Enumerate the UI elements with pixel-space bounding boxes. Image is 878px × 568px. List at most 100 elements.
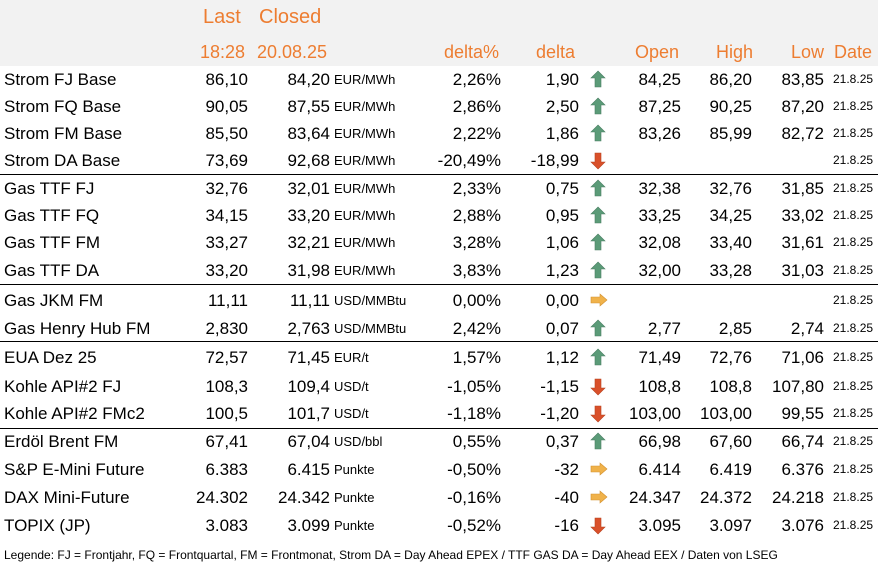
table-row: Gas TTF FM 33,27 32,21 EUR/MWh 3,28% 1,06 32,0…: [0, 229, 878, 256]
cell-unit: Punkte: [334, 462, 375, 477]
cell-unit: EUR/MWh: [334, 208, 396, 223]
row-divider: [0, 284, 878, 285]
cell-closed: 87,55: [287, 97, 330, 116]
cell-low: 87,20: [781, 97, 824, 116]
cell-high: 33,40: [709, 233, 752, 252]
cell-open: 24.347: [629, 488, 681, 507]
cell-date: 21.8.25: [833, 181, 874, 195]
row-divider: [0, 341, 878, 342]
cell-closed: 71,45: [287, 348, 330, 367]
cell-open: 84,25: [638, 70, 681, 89]
cell-closed: 32,21: [287, 233, 330, 252]
cell-unit: EUR/MWh: [334, 263, 396, 278]
cell-last: 100,5: [205, 404, 248, 423]
cell-last: 6.383: [205, 460, 248, 479]
arrow-down-icon: [590, 400, 608, 427]
cell-name: Gas TTF FM: [4, 233, 101, 252]
table-row: Gas JKM FM 11,11 11,11 USD/MMBtu 0,00% 0,00 21…: [0, 287, 878, 314]
cell-unit: Punkte: [334, 490, 375, 505]
cell-date: 21.8.25: [833, 406, 874, 420]
cell-last: 2,830: [205, 319, 248, 338]
cell-dp: 2,26%: [452, 70, 501, 89]
cell-last: 86,10: [205, 70, 248, 89]
cell-low: 99,55: [781, 404, 824, 423]
cell-open: 32,00: [638, 261, 681, 280]
cell-last: 85,50: [205, 124, 248, 143]
cell-high: 24.372: [700, 488, 752, 507]
cell-closed: 31,98: [287, 261, 330, 280]
cell-unit: EUR/MWh: [334, 235, 396, 250]
cell-d: 1,23: [545, 261, 579, 280]
cell-dp: 3,28%: [452, 233, 501, 252]
cell-high: 33,28: [709, 261, 752, 280]
arrow-right-icon: [590, 484, 608, 511]
date-header: Date: [834, 42, 873, 62]
cell-low: 24.218: [772, 488, 824, 507]
cell-unit: USD/t: [334, 406, 369, 421]
cell-dp: 3,83%: [452, 261, 501, 280]
cell-last: 24.302: [196, 488, 248, 507]
cell-name: Strom DA Base: [4, 151, 121, 170]
cell-d: 1,12: [545, 348, 579, 367]
legend-text: Legende: FJ = Frontjahr, FQ = Frontquart…: [4, 548, 778, 562]
high-header: High: [716, 42, 754, 62]
cell-unit: Punkte: [334, 518, 375, 533]
table-row: Gas TTF FQ 34,15 33,20 EUR/MWh 2,88% 0,95 33,2…: [0, 202, 878, 229]
cell-date: 21.8.25: [833, 518, 874, 532]
cell-last: 3.083: [205, 516, 248, 535]
cell-closed: 101,7: [287, 404, 330, 423]
arrow-up-icon: [590, 120, 608, 147]
cell-name: Strom FQ Base: [4, 97, 122, 116]
cell-closed: 84,20: [287, 70, 330, 89]
arrow-up-icon: [590, 344, 608, 371]
cell-date: 21.8.25: [833, 235, 874, 249]
cell-unit: USD/MMBtu: [334, 321, 407, 336]
cell-low: 107,80: [772, 377, 824, 396]
cell-low: 6.376: [781, 460, 824, 479]
cell-date: 21.8.25: [833, 293, 874, 307]
cell-unit: USD/t: [334, 379, 369, 394]
cell-dp: -0,50%: [447, 460, 501, 479]
arrow-up-icon: [590, 428, 608, 455]
cell-last: 33,27: [205, 233, 248, 252]
cell-date: 21.8.25: [833, 126, 874, 140]
cell-low: 2,74: [790, 319, 824, 338]
cell-unit: EUR/MWh: [334, 153, 396, 168]
cell-closed: 83,64: [287, 124, 330, 143]
cell-dp: 2,22%: [452, 124, 501, 143]
cell-name: DAX Mini-Future: [4, 488, 130, 507]
table-row: Kohle API#2 FMc2 100,5 101,7 USD/t -1,18% -1,…: [0, 400, 878, 427]
cell-last: 33,20: [205, 261, 248, 280]
cell-d: -16: [554, 516, 579, 535]
cell-unit: EUR/t: [334, 350, 369, 365]
cell-open: 32,08: [638, 233, 681, 252]
cell-last: 90,05: [205, 97, 248, 116]
last-label: Last: [203, 6, 241, 28]
cell-d: -1,15: [540, 377, 579, 396]
cell-open: 103,00: [629, 404, 681, 423]
cell-low: 31,61: [781, 233, 824, 252]
cell-d: 0,37: [545, 432, 579, 451]
closed-date: 20.08.25: [257, 42, 328, 62]
last-time: 18:28: [200, 42, 246, 62]
cell-high: 6.419: [709, 460, 752, 479]
arrow-up-icon: [590, 315, 608, 342]
table-row: S&P E-Mini Future 6.383 6.415 Punkte -0,50% -…: [0, 456, 878, 483]
cell-date: 21.8.25: [833, 153, 874, 167]
cell-high: 86,20: [709, 70, 752, 89]
cell-name: Kohle API#2 FMc2: [4, 404, 145, 423]
cell-open: 108,8: [638, 377, 681, 396]
cell-open: 83,26: [638, 124, 681, 143]
cell-open: 66,98: [638, 432, 681, 451]
arrow-right-icon: [590, 456, 608, 483]
cell-name: Strom FJ Base: [4, 70, 117, 89]
cell-low: 66,74: [781, 432, 824, 451]
cell-last: 34,15: [205, 206, 248, 225]
cell-open: 71,49: [638, 348, 681, 367]
cell-dp: 2,42%: [452, 319, 501, 338]
cell-unit: USD/MMBtu: [334, 293, 407, 308]
table-row: Strom FM Base 85,50 83,64 EUR/MWh 2,22% 1,86 8…: [0, 120, 878, 147]
cell-last: 32,76: [205, 179, 248, 198]
cell-closed: 11,11: [289, 291, 330, 310]
open-header: Open: [635, 42, 680, 62]
